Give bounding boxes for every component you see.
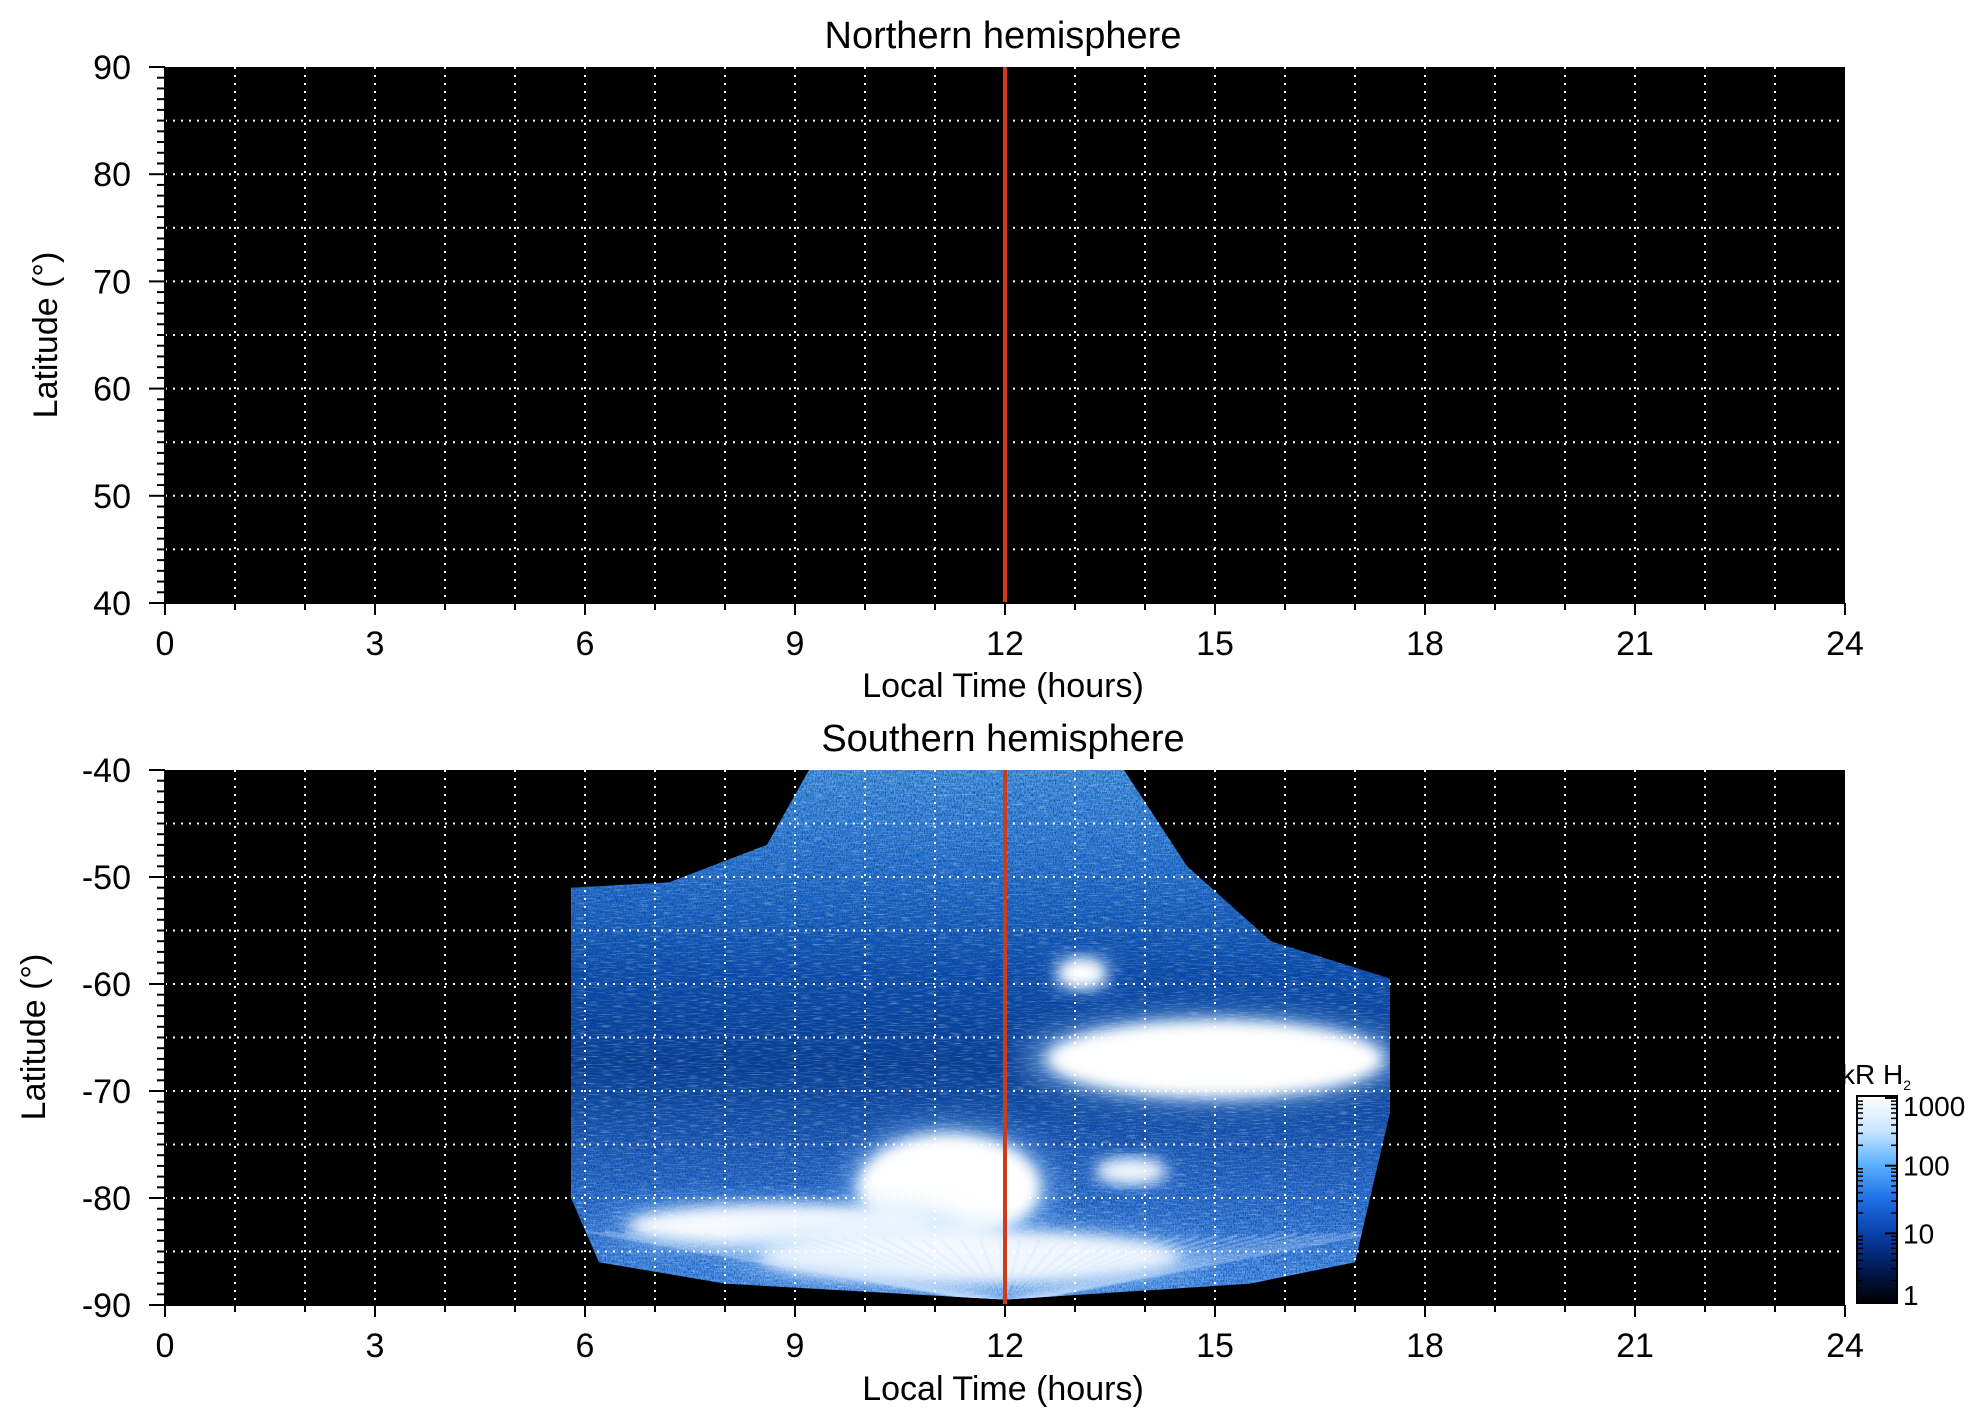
x-tick-label: 18 <box>1406 1327 1444 1365</box>
polar-ray <box>762 1233 1006 1300</box>
x-tick-labels: 0 3 6 9 12 15 18 21 24 <box>156 625 1864 663</box>
polar-ray <box>1004 1233 1278 1300</box>
polar-ray <box>723 1232 1006 1300</box>
y-tick-label: 40 <box>93 585 131 623</box>
polar-ray <box>861 1236 1006 1300</box>
colorbar: kR H2 1 10 100 1000 <box>1841 1059 1965 1311</box>
x-tick-label: 12 <box>986 1327 1024 1365</box>
x-tick-label: 15 <box>1196 625 1234 663</box>
chart-title: Northern hemisphere <box>825 15 1182 57</box>
y-tick-label: 90 <box>93 49 131 87</box>
polar-ray <box>1004 1230 1377 1300</box>
x-tick-label: 9 <box>786 1327 805 1365</box>
y-axis-label: Latitude (°) <box>15 954 53 1121</box>
x-tick-label: 15 <box>1196 1327 1234 1365</box>
y-tick-label: -40 <box>82 752 131 790</box>
x-tick-label: 0 <box>156 1327 175 1365</box>
polar-ray <box>1003 1240 1022 1300</box>
colorbar-label: kR H2 <box>1841 1059 1911 1093</box>
y-tick-label: 60 <box>93 371 131 409</box>
x-tick-label: 21 <box>1616 1327 1654 1365</box>
y-tick-labels: 40 50 60 70 80 90 <box>93 49 131 623</box>
x-tick-label: 6 <box>576 625 595 663</box>
x-tick-label: 18 <box>1406 625 1444 663</box>
y-tick-label: 70 <box>93 263 131 301</box>
polar-ray <box>663 1231 1006 1300</box>
polar-ray <box>782 1234 1006 1300</box>
polar-ray <box>1004 1236 1140 1300</box>
polar-ray <box>900 1237 1006 1300</box>
x-tick-labels: 0 3 6 9 12 15 18 21 24 <box>156 1327 1864 1365</box>
x-tick-label: 24 <box>1826 625 1864 663</box>
polar-ray <box>624 1230 1006 1300</box>
polar-streak-rays <box>584 1229 1377 1300</box>
x-tick-label: 12 <box>986 625 1024 663</box>
y-tick-label: 50 <box>93 478 131 516</box>
colorbar-scale <box>1856 1095 1898 1304</box>
polar-ray <box>703 1232 1006 1300</box>
aurora-bright-spot <box>1096 1158 1166 1185</box>
x-tick-label: 3 <box>366 1327 385 1365</box>
colorbar-tick-label: 100 <box>1903 1151 1950 1182</box>
colorbar-tick-label: 10 <box>1903 1218 1934 1249</box>
polar-ray <box>841 1235 1006 1300</box>
polar-ray <box>1003 1239 1042 1300</box>
polar-ray <box>1004 1234 1219 1300</box>
x-tick-label: 6 <box>576 1327 595 1365</box>
polar-ray <box>1004 1235 1179 1300</box>
polar-ray <box>802 1234 1006 1300</box>
polar-ray <box>959 1238 1007 1300</box>
y-axis-label: Latitude (°) <box>27 252 65 419</box>
polar-ray <box>979 1239 1007 1300</box>
axis-ticks <box>149 66 1846 615</box>
polar-ray <box>1004 1232 1298 1300</box>
chart-title: Southern hemisphere <box>821 718 1184 760</box>
x-tick-label: 21 <box>1616 625 1654 663</box>
polar-ray <box>1004 1233 1258 1300</box>
aurora-emission-heatmap <box>571 770 1390 1300</box>
polar-ray <box>1004 1234 1199 1300</box>
polar-ray <box>1003 1238 1061 1300</box>
polar-ray <box>1004 1231 1357 1300</box>
y-tick-label: -70 <box>82 1073 131 1111</box>
polar-ray <box>742 1233 1006 1300</box>
polar-ray <box>604 1230 1006 1300</box>
aurora-bright-spot <box>1057 958 1107 989</box>
y-tick-label: -90 <box>82 1287 131 1325</box>
polar-ray <box>1004 1232 1318 1300</box>
colorbar-tick-label: 1 <box>1903 1280 1919 1311</box>
polar-ray <box>1004 1237 1101 1300</box>
polar-ray <box>821 1235 1006 1300</box>
x-tick-label: 9 <box>786 625 805 663</box>
polar-ray <box>920 1237 1006 1300</box>
southern-hemisphere-panel: Southern hemisphere 0 3 6 9 12 15 18 21 24 -40 -5… <box>15 718 1864 1408</box>
y-tick-label: -50 <box>82 859 131 897</box>
polar-ray <box>880 1236 1006 1300</box>
polar-ray <box>1004 1231 1337 1300</box>
polar-ray <box>644 1231 1006 1300</box>
polar-ray <box>1004 1234 1239 1300</box>
x-tick-label: 0 <box>156 625 175 663</box>
x-tick-label: 3 <box>366 625 385 663</box>
x-axis-label: Local Time (hours) <box>862 1370 1144 1408</box>
polar-ray <box>1004 1237 1081 1300</box>
x-axis-label: Local Time (hours) <box>862 667 1144 705</box>
y-tick-label: 80 <box>93 156 131 194</box>
northern-hemisphere-panel: Northern hemisphere 0 3 6 9 12 15 18 21 24 40 50 6… <box>27 15 1864 705</box>
axis-ticks <box>149 769 1846 1317</box>
y-tick-label: -80 <box>82 1180 131 1218</box>
colorbar-minor-ticks <box>1857 1100 1897 1282</box>
polar-ray <box>1004 1236 1120 1300</box>
y-tick-label: -60 <box>82 966 131 1004</box>
polar-ray <box>1004 1235 1160 1300</box>
x-tick-label: 24 <box>1826 1327 1864 1365</box>
colorbar-tick-labels: 1 10 100 1000 <box>1885 1091 1965 1311</box>
y-tick-labels: -40 -50 -60 -70 -80 -90 <box>82 752 131 1325</box>
colorbar-tick-label: 1000 <box>1903 1091 1965 1122</box>
polar-ray <box>683 1231 1006 1300</box>
polar-ray <box>939 1238 1007 1300</box>
